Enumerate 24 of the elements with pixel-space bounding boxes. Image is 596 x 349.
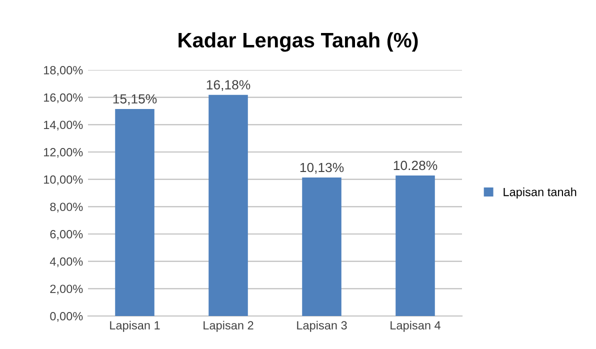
data-label: 10.28% bbox=[394, 160, 438, 170]
bar bbox=[302, 178, 342, 316]
y-tick-label: 6,00% bbox=[50, 230, 83, 240]
data-label: 15,15% bbox=[113, 94, 157, 106]
y-tick-label: 4,00% bbox=[50, 257, 83, 268]
x-tick-label: Lapisan 1 bbox=[110, 320, 160, 332]
y-tick-label: 2,00% bbox=[50, 284, 83, 294]
bar bbox=[115, 108, 154, 316]
y-tick-label: 16,00% bbox=[44, 93, 83, 104]
y-tick-label: 8,00% bbox=[50, 202, 83, 212]
y-tick-label: 0,00% bbox=[50, 312, 83, 322]
y-tick-label: 10,00% bbox=[44, 175, 83, 186]
data-label: 10,13% bbox=[300, 162, 344, 174]
data-label: 16,18% bbox=[206, 80, 250, 92]
legend-label: Lapisan tanah bbox=[504, 188, 576, 199]
bar bbox=[396, 176, 435, 316]
y-tick-label: 14,00% bbox=[44, 120, 83, 130]
x-tick-label: Lapisan 4 bbox=[390, 320, 441, 332]
bar bbox=[208, 94, 248, 316]
x-tick-label: Lapisan 3 bbox=[297, 320, 347, 332]
chart-title: Kadar Lengas Tanah (%) bbox=[178, 32, 418, 52]
y-tick-label: 18,00% bbox=[44, 66, 83, 76]
x-tick-label: Lapisan 2 bbox=[204, 320, 254, 332]
y-tick-label: 12,00% bbox=[44, 148, 83, 158]
